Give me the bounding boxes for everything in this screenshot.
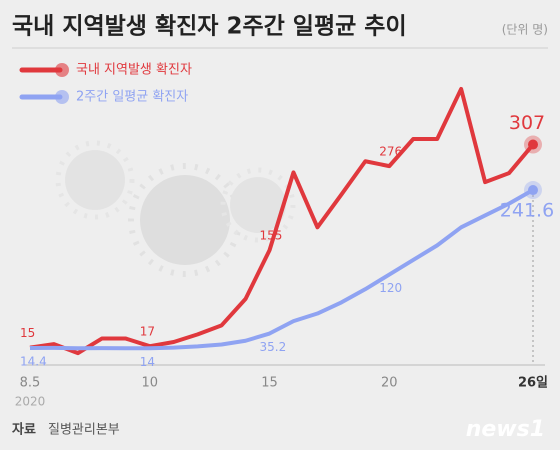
- data-label: 15: [20, 326, 35, 340]
- virus-decoration: [55, 140, 296, 277]
- x-tick-label: 15: [261, 376, 278, 391]
- legend-dot: [55, 63, 69, 77]
- data-label: 14: [140, 355, 155, 369]
- x-tick-label: 10: [141, 376, 158, 391]
- data-label: 17: [140, 325, 155, 339]
- legend-dot: [55, 90, 69, 104]
- data-label: 155: [260, 229, 283, 243]
- legend-label: 국내 지역발생 확진자: [76, 63, 192, 78]
- unit-label: (단위 명): [502, 23, 548, 37]
- data-label: 241.6: [500, 200, 554, 222]
- data-label: 276: [379, 145, 402, 159]
- source: 질병관리본부: [48, 423, 120, 438]
- data-label: 307: [509, 112, 545, 134]
- series-line: [29, 86, 535, 356]
- source-label: 자료: [12, 423, 36, 438]
- data-label: 35.2: [260, 340, 287, 354]
- chart-title: 국내 지역발생 확진자 2주간 일평균 추이: [12, 14, 407, 40]
- series-line: [29, 188, 534, 351]
- end-halo: [524, 181, 542, 200]
- end-point: [528, 185, 538, 196]
- data-label: 120: [379, 281, 402, 295]
- watermark: news1: [466, 417, 545, 442]
- legend-label: 2주간 일평균 확진자: [76, 90, 188, 105]
- x-tick-label: 8.5: [20, 376, 41, 391]
- year-label: 2020: [15, 395, 46, 409]
- data-label: 14.4: [20, 354, 47, 368]
- x-tick-label: 20: [381, 376, 398, 391]
- end-point: [528, 139, 538, 150]
- x-tick-label: 26일: [518, 376, 548, 391]
- end-halo: [524, 135, 542, 154]
